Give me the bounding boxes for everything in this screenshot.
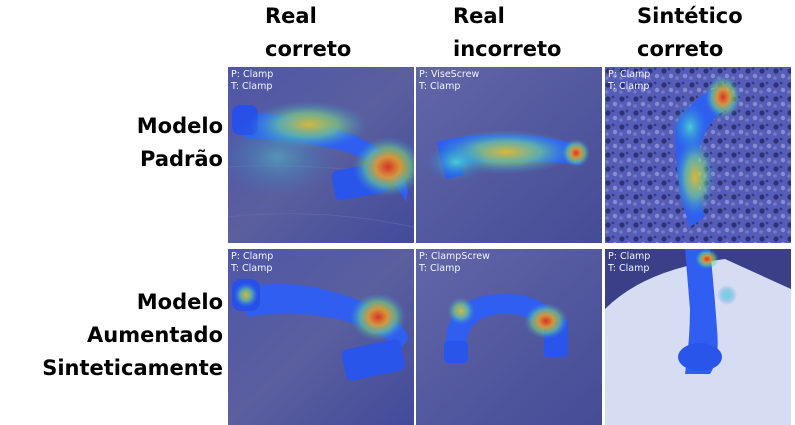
predicted-label: P: ViseScrew bbox=[419, 69, 480, 80]
predicted-label: P: Clamp bbox=[608, 251, 651, 262]
prediction-caption: P: Clamp T: Clamp bbox=[231, 69, 273, 93]
heatmap-image-row1-col3: P: Clamp T: Clamp bbox=[605, 67, 791, 243]
prediction-caption: P: Clamp T: Clamp bbox=[608, 251, 650, 275]
column-header-real-incorrect: Real incorreto bbox=[453, 4, 562, 61]
true-label: T: Clamp bbox=[608, 81, 650, 92]
clamp-heatmap-graphic bbox=[228, 249, 414, 425]
prediction-caption: P: ClampScrew T: Clamp bbox=[419, 251, 490, 275]
predicted-label: P: Clamp bbox=[231, 69, 274, 80]
predicted-label: P: ClampScrew bbox=[419, 251, 490, 262]
clamp-heatmap-graphic bbox=[416, 249, 602, 425]
heatmap-image-row2-col3: P: Clamp T: Clamp bbox=[605, 249, 791, 425]
true-label: T: Clamp bbox=[608, 263, 650, 274]
clamp-heatmap-graphic bbox=[228, 67, 414, 243]
predicted-label: P: Clamp bbox=[231, 251, 274, 262]
true-label: T: Clamp bbox=[231, 81, 273, 92]
predicted-label: P: Clamp bbox=[608, 69, 651, 80]
heatmap-image-row2-col2: P: ClampScrew T: Clamp bbox=[416, 249, 602, 425]
prediction-caption: P: ViseScrew T: Clamp bbox=[419, 69, 479, 93]
true-label: T: Clamp bbox=[419, 81, 461, 92]
clamp-heatmap-graphic bbox=[416, 67, 602, 243]
column-header-real-correct: Real correto bbox=[265, 4, 352, 61]
heatmap-image-row2-col1: P: Clamp T: Clamp bbox=[228, 249, 414, 425]
row-label-augmented-model: Modelo Aumentado Sinteticamente bbox=[42, 290, 223, 380]
heatmap-image-row1-col2: P: ViseScrew T: Clamp bbox=[416, 67, 602, 243]
column-header-synthetic-correct: Sintético correto bbox=[637, 4, 743, 61]
prediction-caption: P: Clamp T: Clamp bbox=[608, 69, 650, 93]
clamp-heatmap-graphic bbox=[605, 249, 791, 425]
clamp-heatmap-graphic bbox=[605, 67, 791, 243]
true-label: T: Clamp bbox=[419, 263, 461, 274]
prediction-caption: P: Clamp T: Clamp bbox=[231, 251, 273, 275]
heatmap-image-row1-col1: P: Clamp T: Clamp bbox=[228, 67, 414, 243]
row-label-standard-model: Modelo Padrão bbox=[136, 114, 223, 171]
true-label: T: Clamp bbox=[231, 263, 273, 274]
